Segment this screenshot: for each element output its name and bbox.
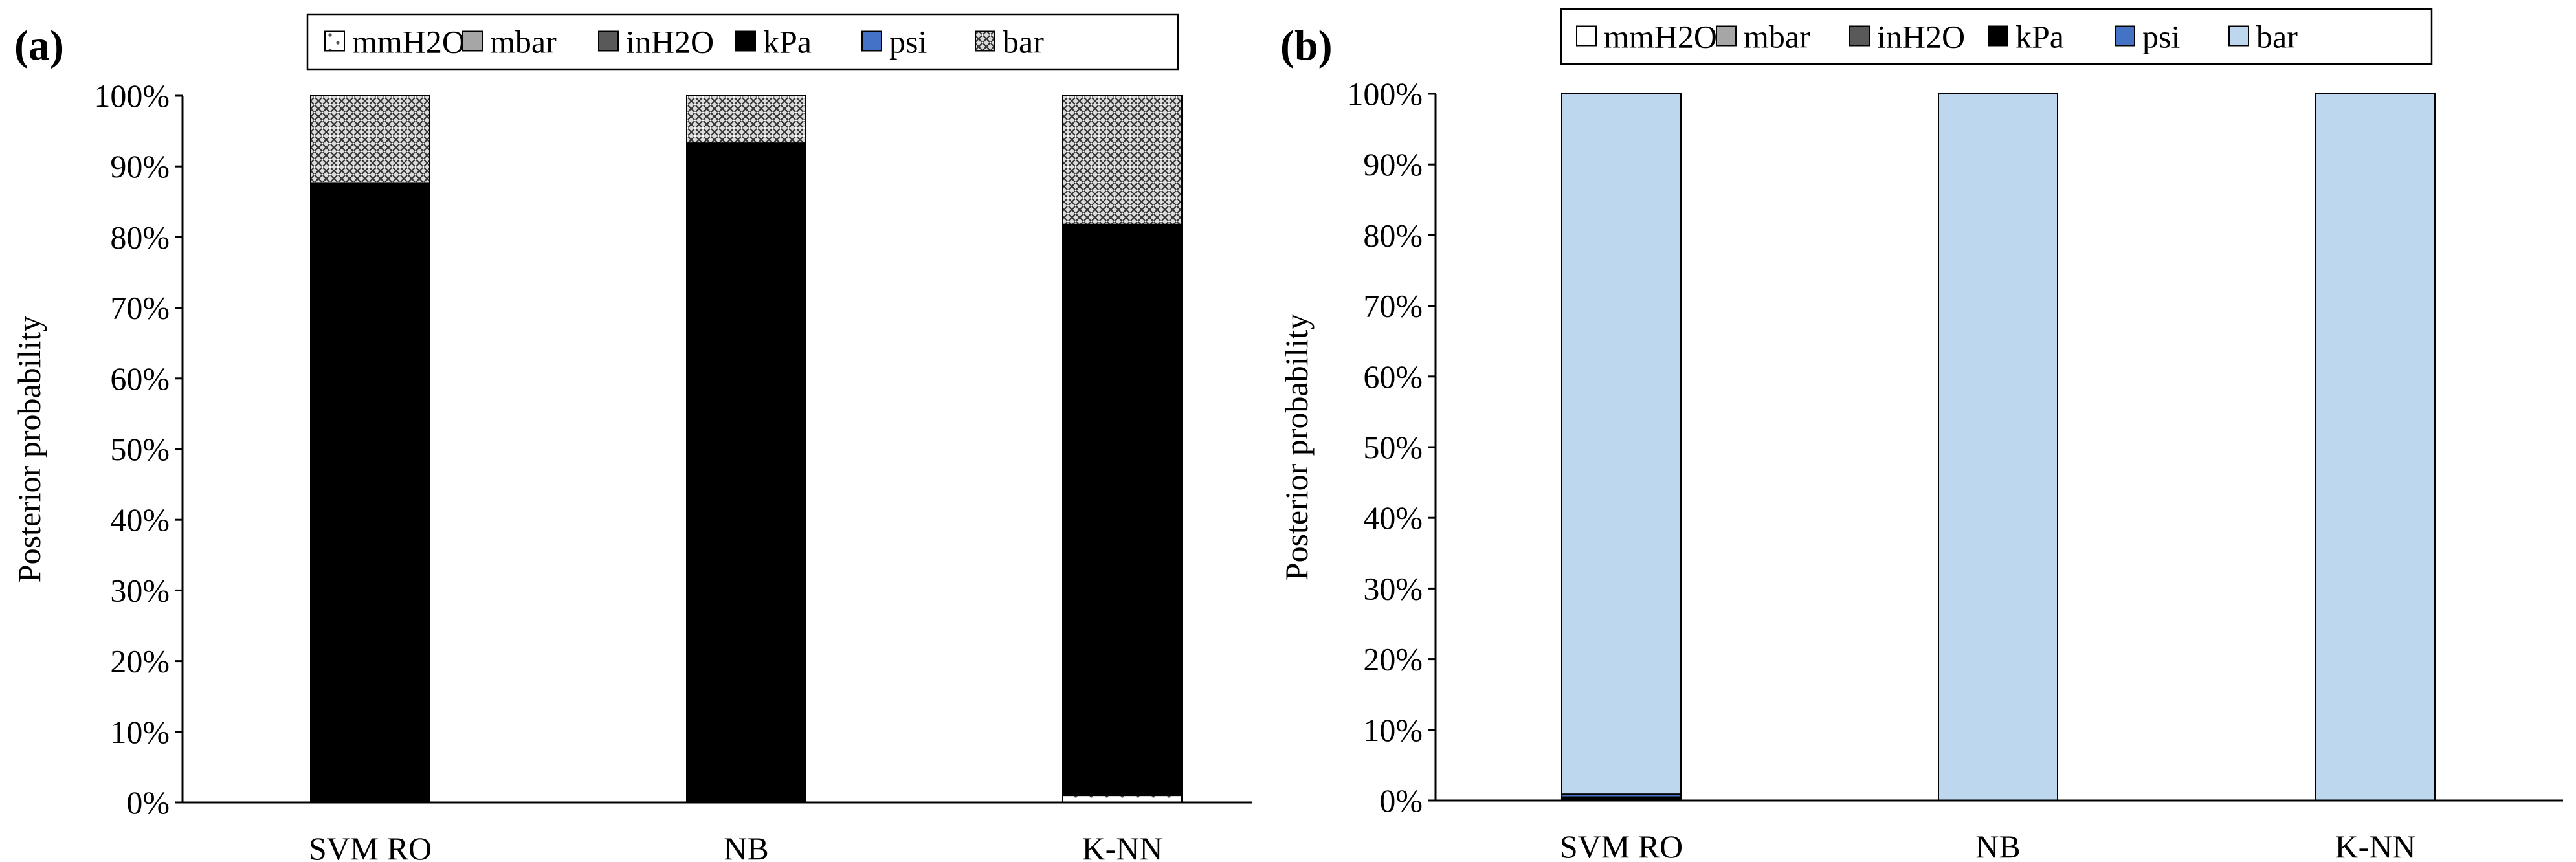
legend-swatch-bar [975,30,995,52]
legend-label-mbar: mbar [1744,19,1810,55]
y-tick-label: 40% [110,502,170,538]
x-category-label: K-NN [1082,830,1163,862]
legend-label-kpa: kPa [2015,19,2064,55]
legend-swatch-kpa [735,30,756,52]
axes [1434,94,2563,802]
legend-label-kpa: kPa [763,24,812,60]
y-tick-label: 60% [110,360,170,397]
x-category-label: SVM RO [1560,828,1683,862]
legend-label-psi: psi [2142,19,2180,55]
bar-segment-bar-k-nn [2315,93,2436,801]
x-axis-categories: SVM RO NB K-NN [309,830,1163,862]
y-tick-label: 50% [110,431,170,467]
bars [1561,93,2436,802]
legend-swatch-kpa [1988,25,2008,47]
y-tick-label: 60% [1363,359,1423,395]
bar-segment-kpa-svm-ro [310,183,430,801]
y-tick-label: 10% [110,714,170,750]
bar-segment-bar-k-nn [1062,95,1183,225]
y-tick-label: 100% [1347,76,1423,112]
x-category-label: SVM RO [309,830,432,862]
legend: mmH2O mbar inH2O kPa psi bar [306,13,1179,71]
y-axis-title: Posterior probability [1278,314,1315,580]
legend-swatch-mmh2o [1576,25,1597,47]
bar-segment-bar-svm-ro [1561,93,1682,795]
y-tick-label: 30% [1363,570,1423,606]
panel-b: (b) mmH2O mbar inH2O kPa psi bar 0% 10% 20% 30% 4… [1278,8,2563,862]
legend-swatch-mbar [1716,25,1737,47]
panel-label: (a) [14,22,64,69]
y-tick-label: 10% [1363,712,1423,748]
legend-swatch-psi [2115,25,2135,47]
bars [310,95,1183,804]
panel-label: (b) [1280,22,1333,69]
y-tick-label: 0% [126,784,170,821]
bar-segment-bar-nb [1938,93,2058,801]
legend-label-mmh2o: mmH2O [1604,19,1717,55]
y-tick-label: 80% [110,219,170,255]
bar-segment-kpa-k-nn [1062,224,1183,794]
legend-swatch-inh2o [598,30,619,52]
y-tick-label: 20% [1363,641,1423,678]
x-category-label: NB [1975,828,2020,862]
axes [181,96,1252,804]
legend-swatch-mmh2o [324,30,345,52]
y-tick-label: 20% [110,643,170,680]
y-axis-ticks: 0% 10% 20% 30% 40% 50% 60% 70% 80% 90% 100% [1347,76,1436,819]
legend-label-bar: bar [2256,19,2298,55]
legend-swatch-mbar [462,30,483,52]
bar-segment-mmh2o-k-nn [1062,795,1183,803]
y-axis-ticks: 0% 10% 20% 30% 40% 50% 60% 70% 80% 90% 100% [94,78,183,821]
y-tick-label: 70% [110,290,170,326]
y-tick-label: 90% [110,148,170,184]
legend-swatch-bar [2228,25,2249,47]
legend-label-inh2o: inH2O [626,24,714,60]
y-axis-title: Posterior probability [11,316,47,582]
bar-segment-bar-svm-ro [310,95,430,184]
legend-label-psi: psi [889,24,927,60]
bar-segment-kpa-nb [686,143,806,801]
legend-label-mbar: mbar [490,24,557,60]
panel-a: (a) mmH2O mbar inH2O kPa psi bar 0% 10% 20% 30% 4… [11,13,1252,862]
legend-swatch-inh2o [1849,25,1870,47]
x-category-label: K-NN [2335,828,2416,862]
legend-label-bar: bar [1003,24,1044,60]
y-tick-label: 100% [94,78,170,114]
legend: mmH2O mbar inH2O kPa psi bar [1560,8,2433,65]
bar-segment-bar-nb [686,95,806,144]
y-tick-label: 30% [110,572,170,608]
legend-label-inh2o: inH2O [1877,19,1965,55]
legend-swatch-psi [861,30,882,52]
y-tick-label: 0% [1379,782,1423,819]
y-tick-label: 90% [1363,146,1423,182]
y-tick-label: 40% [1363,500,1423,536]
y-tick-label: 70% [1363,288,1423,324]
y-tick-label: 80% [1363,217,1423,253]
y-tick-label: 50% [1363,429,1423,465]
x-category-label: NB [724,830,768,862]
x-axis-categories: SVM RO NB K-NN [1560,828,2416,862]
legend-label-mmh2o: mmH2O [352,24,465,60]
